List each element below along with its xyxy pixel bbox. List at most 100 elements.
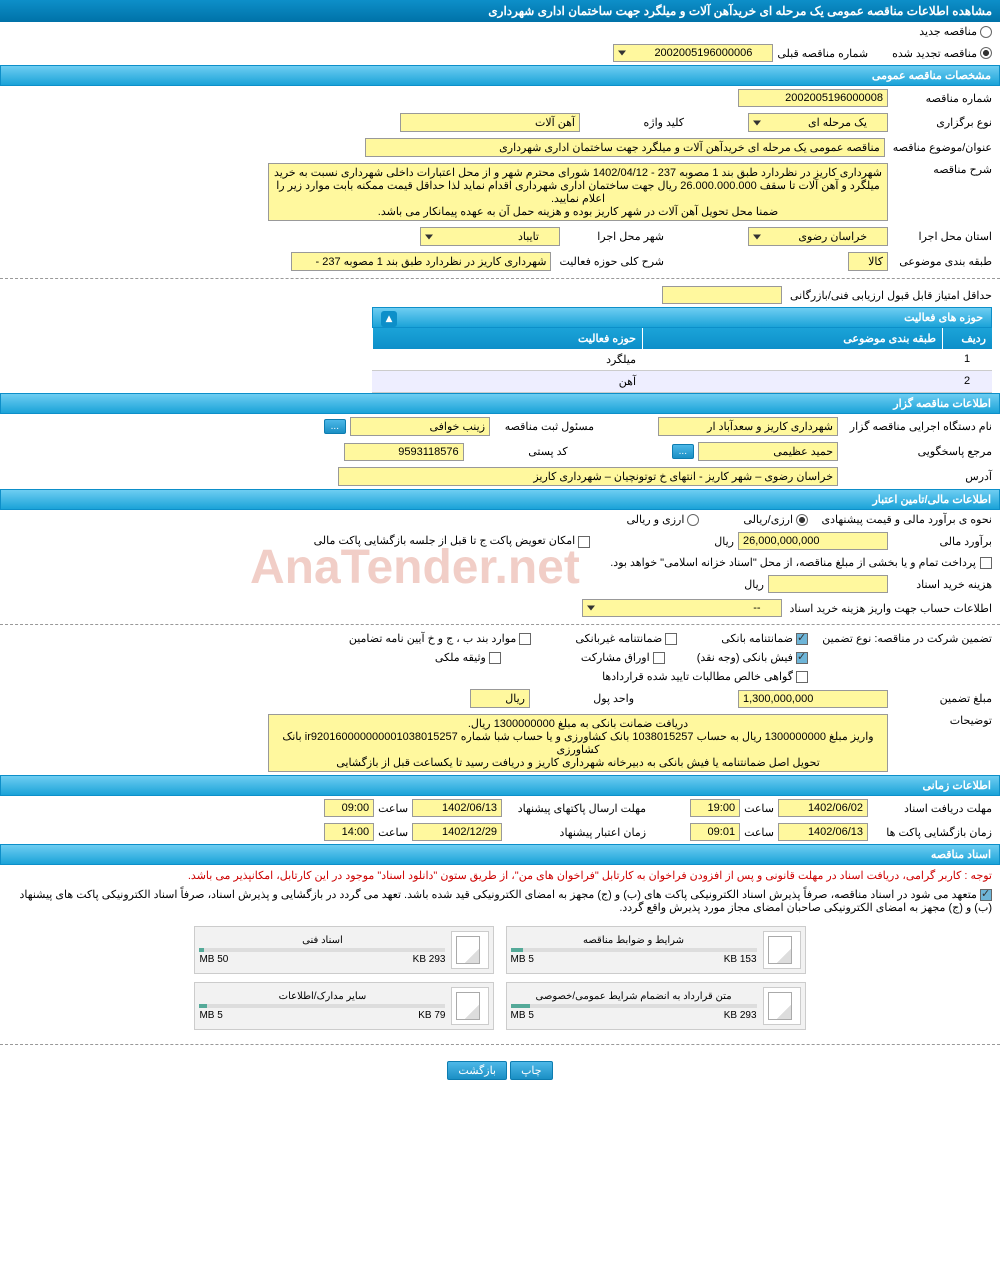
submit-date[interactable]: 1402/06/13 [412, 799, 502, 817]
g-bank-checkbox[interactable] [796, 633, 808, 645]
subject-field[interactable]: مناقصه عمومی یک مرحله ای خریدآهن آلات و … [365, 138, 885, 157]
prev-number-select[interactable]: 2002005196000006 [613, 44, 773, 62]
type-label: نوع برگزاری [892, 116, 992, 129]
city-select[interactable]: تایباد [420, 227, 560, 246]
prev-number-label: شماره مناقصه قبلی [777, 47, 868, 60]
doc-name: سایر مدارک/اطلاعات [199, 991, 445, 1002]
unit-field[interactable]: ریال [470, 689, 530, 708]
amount-field[interactable]: 1,300,000,000 [738, 690, 888, 708]
g-bonds-label: اوراق مشارکت [581, 652, 650, 664]
more-button-2[interactable]: ... [672, 444, 694, 459]
desc-field[interactable]: شهرداری کاریز در نظردارد طبق بند 1 مصوبه… [268, 163, 888, 221]
print-button[interactable]: چاپ [510, 1061, 553, 1080]
g-bylaw-checkbox[interactable] [519, 633, 531, 645]
keyword-label: کلید واژه [584, 116, 684, 129]
radio-renewed-label: مناقصه تجدید شده [892, 47, 977, 60]
validity-time[interactable]: 14:00 [324, 823, 374, 841]
folder-icon [763, 987, 801, 1025]
doc-commit-checkbox[interactable] [980, 889, 992, 901]
open-time[interactable]: 09:01 [690, 823, 740, 841]
doc-cost-field[interactable] [768, 575, 888, 593]
separator [0, 1044, 1000, 1045]
doc-item[interactable]: اسناد فنی 293 KB50 MB [194, 926, 494, 974]
cell-row: 2 [942, 371, 992, 392]
swap-checkbox[interactable] [578, 536, 590, 548]
agency-field[interactable]: شهرداری کاریز و سعدآباد ار [658, 417, 838, 436]
number-label: شماره مناقصه [892, 92, 992, 105]
g-bonds-checkbox[interactable] [653, 652, 665, 664]
postal-field[interactable]: 9593118576 [344, 443, 464, 461]
doc-size: 79 KB [418, 1010, 445, 1021]
open-label: زمان بازگشایی پاکت ها [872, 826, 992, 839]
col-category: طبقه بندی موضوعی [642, 328, 942, 349]
province-select[interactable]: خراسان رضوی [748, 227, 888, 246]
folder-icon [451, 987, 489, 1025]
doc-item[interactable]: سایر مدارک/اطلاعات 79 KB5 MB [194, 982, 494, 1030]
subject-label: عنوان/موضوع مناقصه [889, 141, 992, 154]
g-nonbank-label: ضمانتنامه غیربانکی [575, 633, 662, 645]
type-select[interactable]: یک مرحله ای [748, 113, 888, 132]
method-label: نحوه ی برآورد مالی و قیمت پیشنهادی [812, 513, 992, 526]
col-row: ردیف [942, 328, 992, 349]
doc-note-1: توجه : کاربر گرامی، دریافت اسناد در مهلت… [0, 865, 1000, 886]
guarantee-label: تضمین شرکت در مناقصه: نوع تضمین [812, 632, 992, 645]
separator [0, 624, 1000, 625]
address-field[interactable]: خراسان رضوی – شهر کاریز - انتهای خ توتون… [338, 467, 838, 486]
activity-scope-field[interactable]: شهرداری کاریز در نظردارد طبق بند 1 مصوبه… [291, 252, 551, 271]
swap-label: امکان تعویض پاکت ج تا قبل از جلسه بازگشا… [314, 535, 576, 547]
collapse-icon[interactable]: ▴ [381, 311, 397, 327]
folder-icon [763, 931, 801, 969]
g-property-checkbox[interactable] [489, 652, 501, 664]
doc-total: 5 MB [511, 954, 534, 965]
g-cash-checkbox[interactable] [796, 652, 808, 664]
activity-scope-label: شرح کلی حوزه فعالیت [555, 255, 664, 268]
min-score-field[interactable] [662, 286, 782, 304]
radio-new-label: مناقصه جدید [919, 25, 977, 38]
notes-label: توضیحات [892, 714, 992, 727]
open-date[interactable]: 1402/06/13 [778, 823, 868, 841]
cell-act: آهن [372, 371, 642, 392]
validity-date[interactable]: 1402/12/29 [412, 823, 502, 841]
doc-cost-label: هزینه خرید اسناد [892, 578, 992, 591]
notes-field[interactable]: دریافت ضمانت بانکی به مبلغ 1300000000 ری… [268, 714, 888, 772]
responder-field[interactable]: حمید عظیمی [698, 442, 838, 461]
section-documents: اسناد مناقصه [0, 844, 1000, 865]
radio-both[interactable]: ارزی و ریالی [626, 513, 699, 526]
doc-item[interactable]: متن قرارداد به انضمام شرایط عمومی/خصوصی … [506, 982, 806, 1030]
section-financial: اطلاعات مالی/تامین اعتبار [0, 489, 1000, 510]
g-net-checkbox[interactable] [796, 671, 808, 683]
folder-icon [451, 931, 489, 969]
number-field: 2002005196000008 [738, 89, 888, 107]
doc-item[interactable]: شرایط و ضوابط مناقصه 153 KB5 MB [506, 926, 806, 974]
radio-rial[interactable]: ارزی/ریالی [743, 513, 808, 526]
doc-name: متن قرارداد به انضمام شرایط عمومی/خصوصی [511, 991, 757, 1002]
doc-note-2: متعهد می شود در اسناد مناقصه، صرفاً پذیر… [0, 886, 1000, 916]
city-label: شهر محل اجرا [564, 230, 664, 243]
estimate-field[interactable]: 26,000,000,000 [738, 532, 888, 550]
g-nonbank-checkbox[interactable] [665, 633, 677, 645]
submit-time[interactable]: 09:00 [324, 799, 374, 817]
g-cash-label: فیش بانکی (وجه نقد) [697, 652, 793, 664]
address-label: آدرس [842, 470, 992, 483]
more-button[interactable]: ... [324, 419, 346, 434]
category-label: طبقه بندی موضوعی [892, 255, 992, 268]
time-label-2: ساعت [378, 802, 408, 815]
keyword-field[interactable]: آهن آلات [400, 113, 580, 132]
estimate-label: برآورد مالی [892, 535, 992, 548]
account-select[interactable]: -- [582, 599, 782, 617]
account-label: اطلاعات حساب جهت واریز هزینه خرید اسناد [786, 602, 992, 615]
radio-new[interactable]: مناقصه جدید [919, 25, 992, 38]
time-label-4: ساعت [378, 826, 408, 839]
registrar-field[interactable]: زینب خوافی [350, 417, 490, 436]
category-field[interactable]: کالا [848, 252, 888, 271]
unit-label: واحد پول [534, 692, 634, 705]
agency-label: نام دستگاه اجرایی مناقصه گزار [842, 420, 992, 433]
payment-checkbox[interactable] [980, 557, 992, 569]
receipt-date[interactable]: 1402/06/02 [778, 799, 868, 817]
doc-total: 50 MB [199, 954, 228, 965]
doc-size: 293 KB [724, 1010, 757, 1021]
back-button[interactable]: بازگشت [447, 1061, 507, 1080]
radio-renewed[interactable]: مناقصه تجدید شده [892, 47, 992, 60]
cell-cat [642, 349, 942, 370]
receipt-time[interactable]: 19:00 [690, 799, 740, 817]
